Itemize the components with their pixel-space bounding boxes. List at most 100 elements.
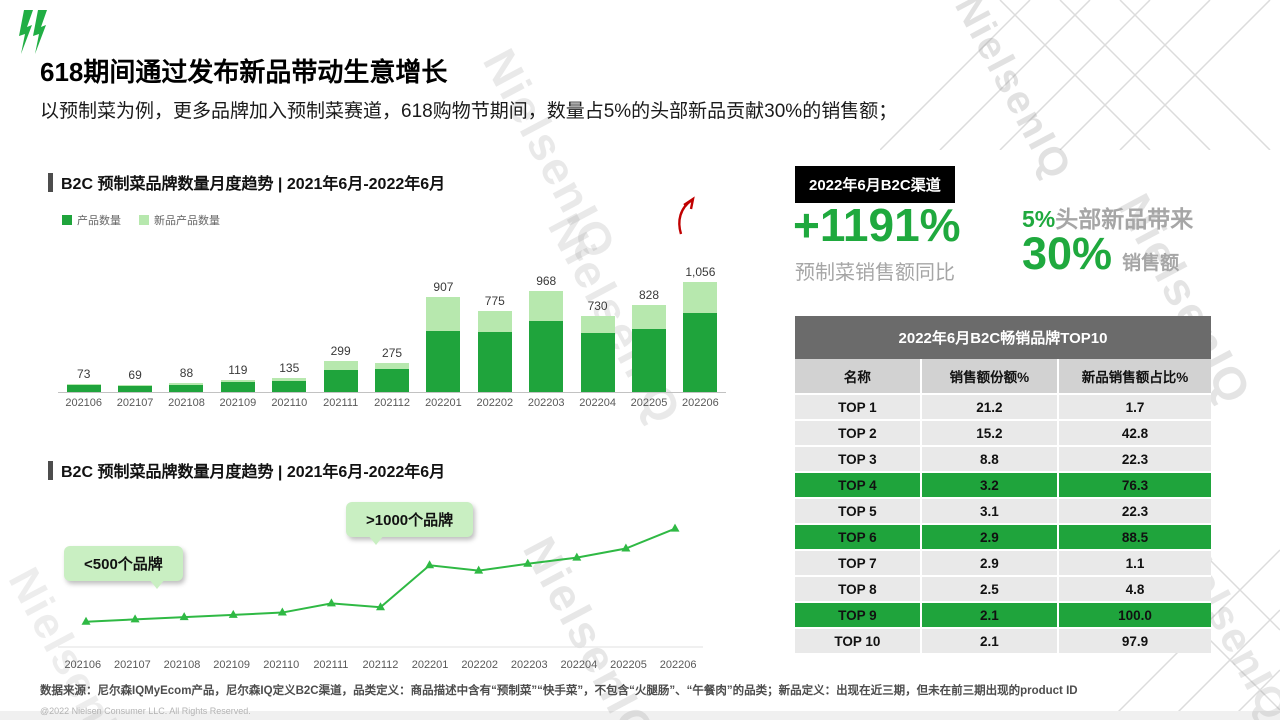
table-cell-share: 2.1 xyxy=(919,629,1057,653)
page-subtitle: 以预制菜为例，更多品牌加入预制菜赛道，618购物节期间，数量占5%的头部新品贡献… xyxy=(40,101,898,122)
line-marker xyxy=(523,558,533,567)
bar-chart-heading: B2C 预制菜品牌数量月度趋势 | 2021年6月-2022年6月 xyxy=(48,170,445,194)
legend-swatch-base xyxy=(62,215,72,225)
bar-value-label: 135 xyxy=(279,361,300,375)
line-category-label: 202110 xyxy=(263,659,300,671)
table-cell-new-share: 100.0 xyxy=(1057,603,1211,627)
bar-column: 299 xyxy=(315,344,366,392)
stacked-bar xyxy=(426,297,461,392)
line-categories: 202106 202107 202108 202109 202110 202111 2021… xyxy=(58,659,703,671)
stat-5pct-value: 5% xyxy=(1022,206,1056,232)
bar-value-label: 730 xyxy=(587,299,608,313)
callout-pointer xyxy=(148,579,165,589)
table-cell-new-share: 4.8 xyxy=(1057,577,1211,601)
table-cell-new-share: 42.8 xyxy=(1057,421,1211,445)
line-chart: 202106 202107 202108 202109 202110 202111 2021… xyxy=(58,498,703,671)
line-chart-heading: B2C 预制菜品牌数量月度趋势 | 2021年6月-2022年6月 xyxy=(48,458,445,482)
big-stat-value: +1191% xyxy=(793,199,961,251)
bar-segment-new-products xyxy=(683,282,718,314)
line-chart-heading-label: B2C 预制菜品牌数量月度趋势 | 2021年6月-2022年6月 xyxy=(61,464,446,481)
legend-label-products: 产品数量 xyxy=(77,215,121,227)
stacked-bar xyxy=(580,316,615,392)
bar-plot: 73 69 88 119 135 299 275 907 775 968 730 828 1,056 xyxy=(58,242,726,393)
stat-5pct: 5%头部新品带来 xyxy=(1022,200,1193,234)
bar-segment-new-products xyxy=(118,385,153,386)
table-cell-share: 8.8 xyxy=(919,447,1057,471)
stat-30pct: 30% 销售额 xyxy=(1022,228,1179,280)
heading-accent-bar xyxy=(48,172,53,192)
bar-segment-products xyxy=(683,313,718,392)
stat-30pct-caption: 销售额 xyxy=(1122,253,1180,274)
bar-value-label: 907 xyxy=(433,280,454,294)
table-cell-name: TOP 6 xyxy=(838,529,877,545)
bar-category-label: 202108 xyxy=(168,397,205,409)
bar-segment-new-products xyxy=(323,361,358,371)
bar-category-label: 202201 xyxy=(425,397,462,409)
stacked-bar xyxy=(66,384,101,392)
callout-pointer xyxy=(368,535,384,545)
table-row: TOP 2 15.2 42.8 xyxy=(795,419,1211,445)
stat-5pct-caption: 头部新品带来 xyxy=(1055,206,1194,232)
bar-column: 775 xyxy=(469,294,520,392)
stacked-bar xyxy=(118,385,153,392)
table-row: TOP 6 2.9 88.5 xyxy=(795,523,1211,549)
table-cell-share: 2.9 xyxy=(919,551,1057,575)
bar-chart-legend: 产品数量 新品产品数量 xyxy=(62,212,220,228)
watermark-text: NielsenIQ xyxy=(473,40,628,269)
table-row: TOP 9 2.1 100.0 xyxy=(795,601,1211,627)
table-row: TOP 8 2.5 4.8 xyxy=(795,575,1211,601)
page-title: 618期间通过发布新品带动生意增长 xyxy=(40,57,448,87)
table-cell-new-share: 22.3 xyxy=(1057,499,1211,523)
table-cell-name: TOP 10 xyxy=(834,633,881,649)
table-cell-name: TOP 1 xyxy=(838,399,877,415)
stacked-bar xyxy=(272,378,307,392)
callout-over-1000: >1000个品牌 xyxy=(346,502,474,545)
line-marker xyxy=(670,523,680,532)
bar-value-label: 775 xyxy=(484,294,505,308)
table-cell-share: 2.1 xyxy=(919,603,1057,627)
bar-category-label: 202107 xyxy=(116,397,154,409)
bar-value-label: 119 xyxy=(228,363,248,377)
bar-column: 73 xyxy=(58,367,109,392)
bar-column: 828 xyxy=(623,288,674,392)
bar-segment-products xyxy=(426,330,461,392)
bar-column: 135 xyxy=(264,361,315,392)
table-row: TOP 3 8.8 22.3 xyxy=(795,445,1211,471)
bar-value-label: 299 xyxy=(330,344,351,358)
table-cell-new-share: 97.9 xyxy=(1057,629,1211,653)
bar-value-label: 1,056 xyxy=(685,265,716,279)
legend-item-products: 产品数量 xyxy=(62,212,121,228)
line-plot-svg xyxy=(58,523,703,648)
bar-category-label: 202112 xyxy=(374,397,410,409)
table-row: TOP 4 3.2 76.3 xyxy=(795,471,1211,497)
table-cell-share: 3.2 xyxy=(919,473,1057,497)
line-category-label: 202201 xyxy=(411,659,449,671)
stacked-bar xyxy=(631,305,666,392)
bar-segment-products xyxy=(220,382,255,392)
line-marker xyxy=(572,552,582,561)
table-cell-name: TOP 2 xyxy=(838,425,877,441)
stacked-bar xyxy=(529,291,564,392)
nielseniq-logo-icon xyxy=(19,10,47,54)
bar-column: 88 xyxy=(161,366,212,392)
bottom-watermark-strip xyxy=(0,711,1280,720)
bar-value-label: 275 xyxy=(382,346,403,360)
line-category-label: 202203 xyxy=(510,659,548,671)
line-marker xyxy=(376,602,385,611)
line-category-label: 202108 xyxy=(163,659,201,671)
table-cell-new-share: 22.3 xyxy=(1057,447,1211,471)
legend-swatch-new xyxy=(139,215,149,225)
bar-segment-new-products xyxy=(66,384,101,386)
bar-categories: 202106 202107 202108 202109 202110 202111 2021… xyxy=(58,397,726,409)
table-cell-name: TOP 5 xyxy=(838,503,877,519)
bar-column: 119 xyxy=(212,363,263,392)
bar-segment-products xyxy=(580,332,615,392)
bar-category-label: 202206 xyxy=(682,397,719,409)
table-row: TOP 5 3.1 22.3 xyxy=(795,497,1211,523)
bar-segment-products xyxy=(631,329,666,392)
table-column-header: 销售额份额% xyxy=(919,359,1057,393)
line-marker xyxy=(474,565,484,574)
line-category-label: 202106 xyxy=(64,659,102,671)
table-cell-share: 21.2 xyxy=(919,395,1057,419)
line-marker xyxy=(130,614,140,623)
